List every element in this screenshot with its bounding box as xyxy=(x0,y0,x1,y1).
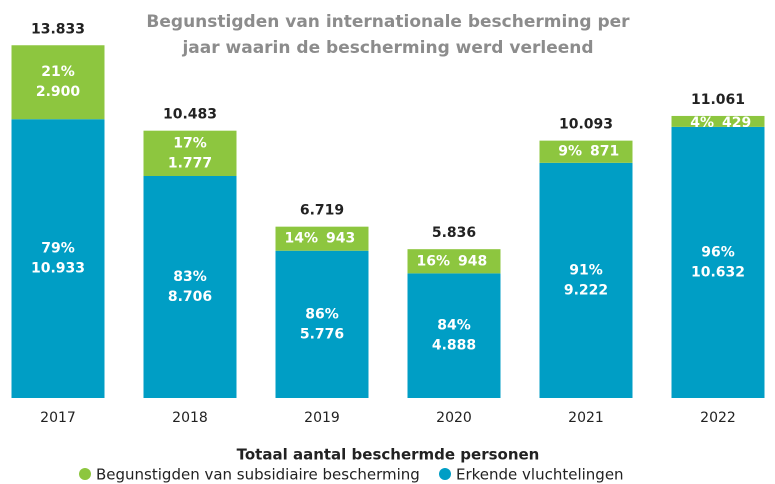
bar-segment xyxy=(407,249,501,274)
x-tick-label: 2022 xyxy=(700,410,736,426)
bar-segment xyxy=(11,45,105,120)
percentage-label: 84% xyxy=(437,318,471,334)
percentage-label: 14% xyxy=(284,231,318,247)
bar-segment xyxy=(143,175,237,398)
x-tick-label: 2021 xyxy=(568,410,604,426)
percentage-label: 83% xyxy=(173,269,207,285)
bar-segment xyxy=(539,162,633,398)
percentage-label: 4% xyxy=(690,115,714,131)
total-label: 11.061 xyxy=(691,92,745,108)
value-label: 2.900 xyxy=(36,84,81,100)
percentage-label: 17% xyxy=(173,135,207,151)
percentage-label: 21% xyxy=(41,64,75,80)
total-label: 5.836 xyxy=(432,225,476,241)
bar-segment xyxy=(539,140,633,163)
bar-segment xyxy=(275,226,369,251)
bar-segment xyxy=(407,273,501,398)
legend-marker xyxy=(79,468,91,480)
x-tick-label: 2018 xyxy=(172,410,208,426)
x-tick-label: 2017 xyxy=(40,410,76,426)
value-label: 948 xyxy=(458,253,487,269)
x-tick-label: 2019 xyxy=(304,410,340,426)
x-axis-label: Totaal aantal beschermde personen xyxy=(237,446,540,464)
total-label: 6.719 xyxy=(300,203,344,219)
value-label: 943 xyxy=(326,231,355,247)
percentage-label: 91% xyxy=(569,262,603,278)
total-label: 10.093 xyxy=(559,117,613,133)
percentage-label: 96% xyxy=(701,244,735,260)
value-label: 1.777 xyxy=(168,155,212,171)
value-label: 429 xyxy=(722,115,751,131)
percentage-label: 86% xyxy=(305,306,339,322)
value-label: 10.632 xyxy=(691,264,745,280)
value-label: 871 xyxy=(590,144,619,160)
value-label: 5.776 xyxy=(300,326,344,342)
bar-segment xyxy=(671,126,765,398)
value-label: 8.706 xyxy=(168,289,212,305)
legend-marker xyxy=(439,468,451,480)
percentage-label: 9% xyxy=(558,144,582,160)
bar-segment xyxy=(671,115,765,127)
chart-title: Begunstigden van internationale bescherm… xyxy=(146,12,630,32)
percentage-label: 16% xyxy=(416,253,450,269)
bar-segment xyxy=(143,130,237,176)
value-label: 9.222 xyxy=(564,282,608,298)
legend-label: Erkende vluchtelingen xyxy=(456,466,624,484)
percentage-label: 79% xyxy=(41,241,75,257)
bar-segment xyxy=(11,119,105,399)
total-label: 10.483 xyxy=(163,107,217,123)
chart-title: jaar waarin de bescherming werd verleend xyxy=(181,38,593,58)
value-label: 10.933 xyxy=(31,261,85,277)
legend-label: Begunstigden van subsidiaire bescherming xyxy=(96,466,420,484)
value-label: 4.888 xyxy=(432,338,476,354)
x-tick-label: 2020 xyxy=(436,410,472,426)
total-label: 13.833 xyxy=(31,21,85,37)
bar-segment xyxy=(275,250,369,398)
